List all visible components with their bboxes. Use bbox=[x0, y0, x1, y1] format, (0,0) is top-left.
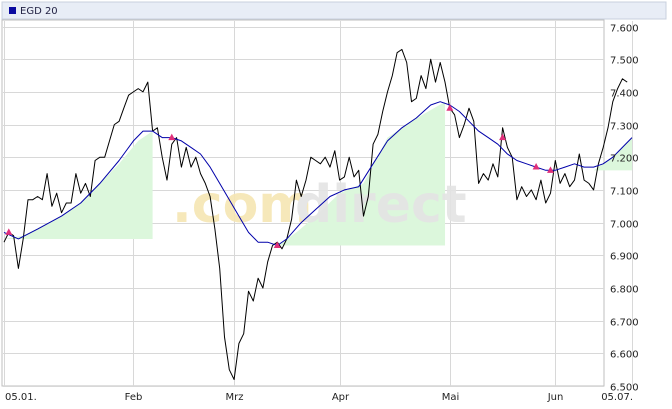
y-tick-label: 6.600 bbox=[610, 350, 639, 361]
y-tick-label: 7.100 bbox=[610, 187, 639, 198]
y-tick-label: 7.200 bbox=[610, 154, 639, 165]
gridlines bbox=[3, 21, 633, 387]
legend-bar bbox=[1, 1, 667, 20]
y-tick-label: 7.600 bbox=[610, 24, 639, 35]
y-tick-label: 6.800 bbox=[610, 285, 639, 296]
y-tick-label: 6.900 bbox=[610, 252, 639, 263]
crossover-marker bbox=[446, 104, 454, 111]
x-tick-label: 05.07. bbox=[601, 392, 633, 403]
watermark: .com direct bbox=[172, 175, 467, 235]
y-tick-label: 7.300 bbox=[610, 122, 639, 133]
crossover-marker bbox=[5, 228, 13, 235]
x-axis: 05.01. Feb Mrz Apr Mai Jun 05.07. bbox=[5, 392, 633, 403]
y-tick-label: 6.700 bbox=[610, 318, 639, 329]
watermark-part2: direct bbox=[295, 175, 467, 235]
y-axis: 6.500 6.600 6.700 6.800 6.900 7.000 7.100 7.200… bbox=[610, 24, 639, 394]
x-tick-label: Jun bbox=[547, 392, 564, 403]
x-tick-label: Mrz bbox=[226, 392, 244, 403]
crossover-marker bbox=[499, 133, 507, 141]
crossover-marker bbox=[547, 166, 555, 173]
crossover-markers bbox=[5, 104, 555, 248]
x-tick-label: Mai bbox=[442, 392, 460, 403]
y-tick-label: 7.000 bbox=[610, 220, 639, 231]
watermark-part1: .com bbox=[172, 175, 313, 235]
crossover-marker bbox=[532, 163, 540, 170]
legend-swatch bbox=[9, 7, 16, 14]
series-lines bbox=[3, 48, 633, 380]
x-tick-label: 05.01. bbox=[5, 392, 37, 403]
shaded-regions bbox=[4, 101, 632, 246]
shaded-region bbox=[4, 131, 153, 239]
shaded-region bbox=[593, 137, 632, 171]
ema-line bbox=[3, 101, 633, 246]
y-tick-label: 6.500 bbox=[610, 383, 639, 394]
crossover-marker bbox=[168, 133, 176, 141]
y-tick-label: 7.400 bbox=[610, 89, 639, 100]
crossover-marker bbox=[273, 241, 281, 248]
legend-label: EGD 20 bbox=[20, 6, 58, 17]
price-line bbox=[3, 48, 628, 380]
x-tick-label: Apr bbox=[332, 392, 350, 403]
x-tick-label: Feb bbox=[125, 392, 143, 403]
shaded-region bbox=[277, 101, 446, 246]
y-tick-label: 7.500 bbox=[610, 56, 639, 67]
